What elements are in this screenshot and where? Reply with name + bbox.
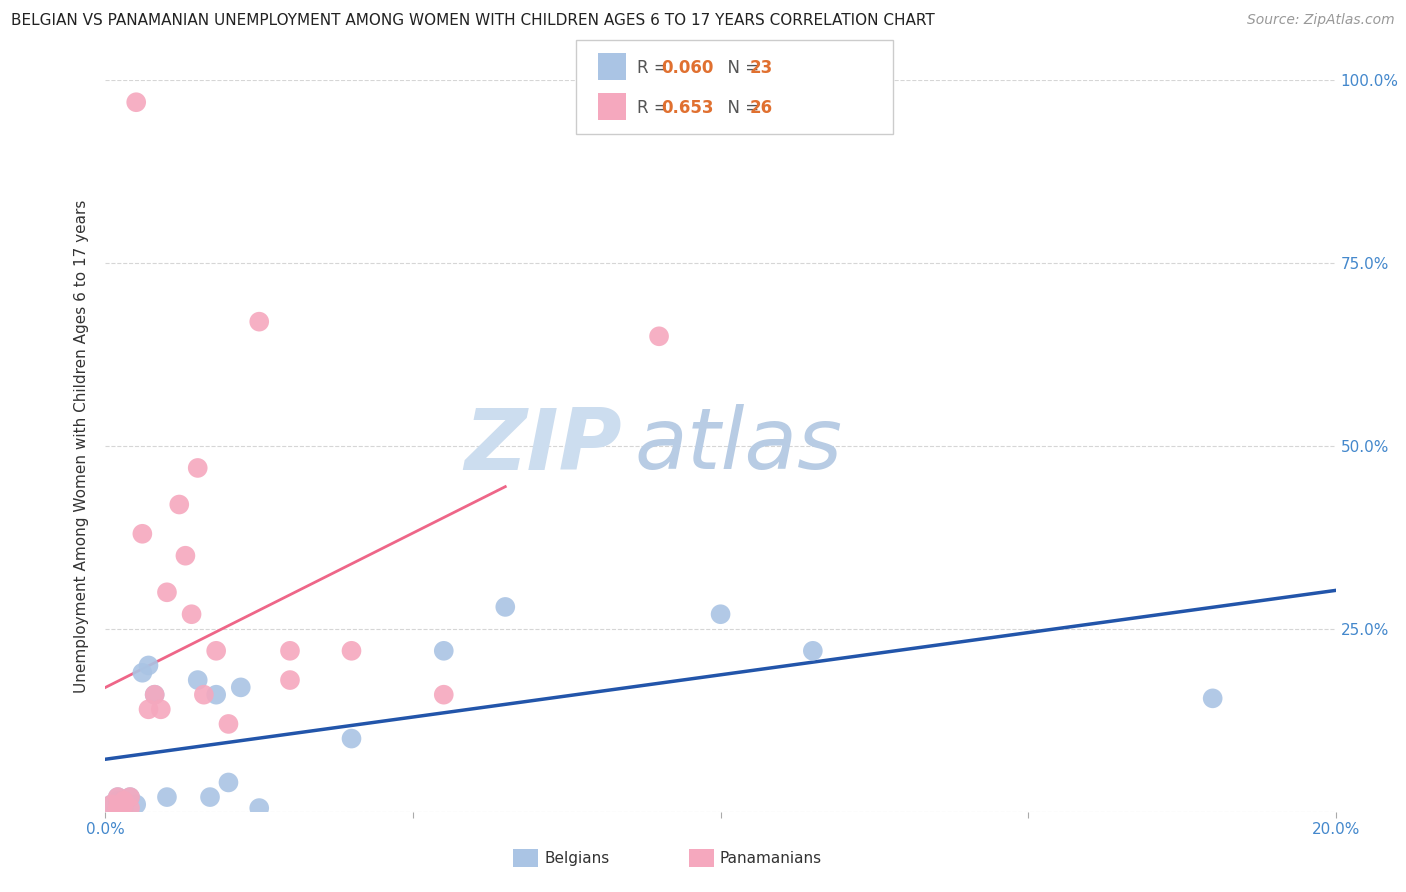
Text: Source: ZipAtlas.com: Source: ZipAtlas.com [1247,13,1395,28]
Point [1201,691,1223,706]
Point [278,673,301,687]
Text: atlas: atlas [634,404,842,488]
Point [120,790,141,805]
Point [193,688,215,702]
Text: BELGIAN VS PANAMANIAN UNEMPLOYMENT AMONG WOMEN WITH CHILDREN AGES 6 TO 17 YEARS : BELGIAN VS PANAMANIAN UNEMPLOYMENT AMONG… [11,13,935,29]
Text: ZIP: ZIP [464,404,621,488]
Point [218,717,240,731]
Point [131,665,153,680]
Text: N =: N = [717,60,765,78]
Point [229,681,252,695]
Point [648,329,671,343]
Point [112,801,135,815]
Point [218,775,240,789]
Y-axis label: Unemployment Among Women with Children Ages 6 to 17 years: Unemployment Among Women with Children A… [75,199,90,693]
Point [187,461,209,475]
Point [340,644,363,658]
Point [169,498,191,512]
Point [156,790,179,805]
Point [710,607,733,622]
Text: Belgians: Belgians [544,851,609,865]
Point [433,688,456,702]
Text: 0.653: 0.653 [661,99,713,117]
Point [112,797,135,812]
Point [801,644,824,658]
Text: 0.060: 0.060 [661,60,713,78]
Point [433,644,456,658]
Text: 23: 23 [749,60,773,78]
Point [187,673,209,687]
Point [107,790,129,805]
Point [278,644,301,658]
Point [100,797,122,812]
Point [143,688,166,702]
Point [100,797,122,812]
Point [120,790,141,805]
Point [205,688,228,702]
Point [125,95,148,110]
Point [138,658,160,673]
Point [198,790,221,805]
Point [138,702,160,716]
Text: 26: 26 [749,99,772,117]
Point [143,688,166,702]
Point [247,801,270,815]
Point [107,794,129,808]
Point [112,794,135,808]
Point [107,790,129,805]
Text: R =: R = [637,99,673,117]
Point [180,607,202,622]
Text: R =: R = [637,60,673,78]
Text: Panamanians: Panamanians [720,851,823,865]
Point [107,801,129,815]
Point [156,585,179,599]
Point [494,599,516,614]
Point [149,702,172,716]
Point [247,315,270,329]
Point [174,549,197,563]
Point [125,797,148,812]
Point [205,644,228,658]
Point [112,794,135,808]
Text: N =: N = [717,99,765,117]
Point [340,731,363,746]
Point [120,801,141,815]
Point [131,526,153,541]
